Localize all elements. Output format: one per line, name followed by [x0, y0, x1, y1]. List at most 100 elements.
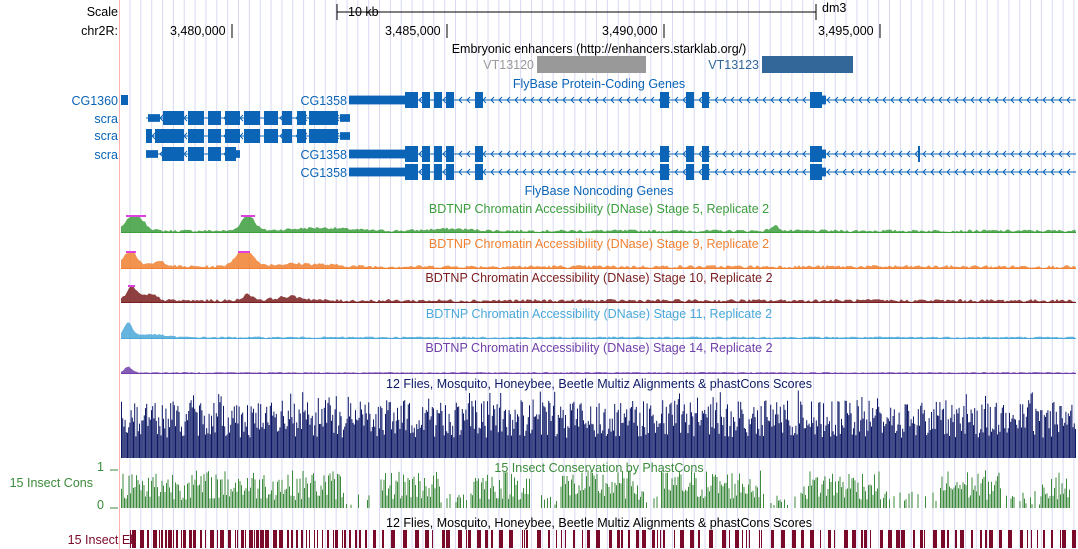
gene-label-cg1358[interactable]: CG1358 [300, 148, 347, 162]
multiz-bar [729, 426, 731, 458]
coordinate-ruler [231, 24, 881, 38]
phastcons-bar [833, 495, 835, 508]
multiz-bar [848, 415, 850, 458]
gene-label-scra[interactable]: scra [94, 112, 118, 126]
gene-label-scra[interactable]: scra [94, 148, 118, 162]
phastcons-bar [808, 486, 809, 508]
conserved-element [344, 530, 346, 548]
multiz-bar [616, 412, 618, 458]
phastcons-bar [623, 478, 625, 508]
multiz-bar [766, 417, 768, 458]
phastcons-bar [1045, 494, 1046, 508]
intron-chevron [1042, 168, 1047, 176]
gene-cg1358[interactable] [349, 92, 1076, 108]
phastcons-bar [206, 472, 208, 508]
multiz-bar [962, 417, 964, 458]
phastcons-bar [544, 499, 545, 508]
gene-cg1358[interactable] [349, 146, 1076, 162]
dnase-track[interactable] [121, 285, 1076, 303]
gene-models[interactable] [121, 92, 1076, 180]
phastcons-bar [271, 490, 272, 508]
dnase-track[interactable] [121, 366, 1076, 374]
multiz-bar [373, 419, 374, 458]
multiz-bar [986, 427, 988, 458]
gene-scra[interactable] [146, 129, 350, 143]
multiz-bar [421, 424, 422, 458]
multiz-bar [224, 426, 226, 458]
intron-chevron [1026, 168, 1031, 176]
intron-chevron [610, 150, 615, 158]
intron-chevron [730, 150, 735, 158]
multiz-bar [755, 433, 757, 458]
multiz-bar [452, 425, 454, 458]
multiz-bar [767, 420, 769, 458]
multiz-bar [231, 410, 233, 458]
dnase-track[interactable] [121, 251, 1076, 269]
gene-scra[interactable] [146, 111, 350, 125]
intron-chevron [954, 96, 959, 104]
enhancer-label-vt13120[interactable]: VT13120 [483, 58, 534, 72]
multiz-bar [212, 426, 214, 458]
phastcons-side-label[interactable]: 15 Insect Cons [9, 476, 93, 490]
multiz-bar [597, 433, 599, 458]
gene-label-cg1360[interactable]: CG1360 [71, 94, 118, 108]
phastcons-bar [589, 486, 590, 508]
dnase-track[interactable] [121, 322, 1076, 339]
multiz-bar [507, 435, 509, 458]
gene-label-scra[interactable]: scra [94, 129, 118, 143]
intron-chevron [826, 168, 831, 176]
phastcons-bar [284, 489, 286, 508]
elements-side-label[interactable]: 15 Insect El [67, 533, 133, 547]
multiz-bar [479, 428, 481, 458]
phastcons-bar [883, 497, 884, 508]
multiz-bar [147, 425, 149, 458]
phastcons-bar [358, 494, 359, 508]
phastcons-bar [683, 491, 685, 508]
gene-label-cg1358[interactable]: CG1358 [300, 166, 347, 180]
multiz-bar [139, 423, 140, 458]
exon [162, 147, 184, 161]
intron-chevron [738, 150, 743, 158]
phastcons-bar [166, 483, 167, 508]
multiz-bar [925, 421, 926, 458]
conserved-elements[interactable] [130, 530, 1076, 548]
phastcons-bar [550, 496, 551, 508]
dnase-track[interactable] [121, 215, 1076, 233]
intron-chevron [642, 150, 647, 158]
phastcons-bar [1010, 498, 1012, 508]
gene-cg1358[interactable] [349, 164, 1076, 180]
multiz-bar [536, 414, 538, 458]
gene-label-cg1358[interactable]: CG1358 [300, 94, 347, 108]
enhancer-vt13120[interactable] [537, 56, 646, 73]
exon [340, 132, 350, 140]
phastcons-bar [679, 472, 680, 508]
multiz-bar [265, 413, 266, 458]
phastcons-bar [299, 478, 301, 508]
enhancer-label-vt13123[interactable]: VT13123 [708, 58, 759, 72]
intron-chevron [626, 96, 631, 104]
multiz-bar [676, 404, 678, 458]
phastcons-bar [839, 476, 841, 508]
phastcons-bar [406, 495, 407, 508]
multiz-bar [704, 409, 706, 458]
multiz-bar [339, 411, 341, 458]
phastcons-bar [967, 472, 968, 508]
multiz-bars[interactable] [121, 390, 1076, 459]
gene-scra[interactable] [146, 147, 240, 161]
conserved-element [183, 530, 186, 548]
phastcons-bar [604, 495, 605, 508]
phastcons-bar [449, 494, 451, 508]
enhancer-vt13123[interactable] [762, 56, 853, 73]
phastcons-bar [971, 477, 973, 508]
signal-tracks[interactable] [110, 215, 1076, 548]
multiz-bar [896, 430, 898, 458]
multiz-bar [873, 418, 875, 458]
intron-chevron [1010, 150, 1015, 158]
phastcons-bar [404, 481, 406, 508]
phastcons-bars[interactable] [121, 470, 1070, 508]
phastcons-bar [230, 489, 232, 508]
phastcons-bar [241, 485, 242, 508]
intron-chevron [850, 150, 855, 158]
